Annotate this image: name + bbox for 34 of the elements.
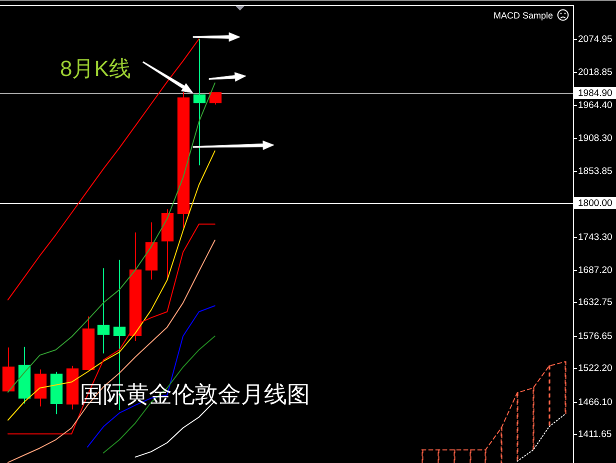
y-tick-label: 1411.65 [578,429,612,440]
candlestick [2,346,15,393]
candlestick [193,38,206,166]
y-tick-label: 1908.30 [578,133,612,144]
y-tick-label: 2074.95 [578,34,612,45]
candlestick [82,316,95,371]
annotation: 8月K线 [60,56,131,81]
candlestick [34,368,47,407]
candlestick [50,371,63,415]
y-tick-label: 1632.75 [578,297,612,308]
ref-line-label: 1984.90 [578,88,612,99]
candlestick [145,222,158,280]
y-tick-label: 2018.85 [578,67,612,78]
y-tick-label: 1522.20 [578,363,612,374]
candlestick [97,268,110,354]
y-tick-label: 1576.65 [578,331,612,342]
line-series [7,38,200,300]
line-series [7,150,216,421]
y-tick-label: 1743.30 [578,232,612,243]
line-series [7,224,216,434]
candlestick [18,346,31,404]
candlestick [66,365,79,410]
candlestick [161,208,174,280]
annotation: MACD Sample [493,10,553,20]
candlestick [209,92,222,105]
candlestick [177,91,190,228]
y-tick-label: 1466.10 [578,397,612,408]
line-series [7,240,216,463]
candlestick [129,232,142,342]
ref-line-label: 1800.00 [578,198,612,209]
y-tick-label: 1687.20 [578,265,612,276]
y-tick-label: 1964.40 [578,100,612,111]
y-tick-label: 1853.85 [578,166,612,177]
line-series [516,414,566,462]
